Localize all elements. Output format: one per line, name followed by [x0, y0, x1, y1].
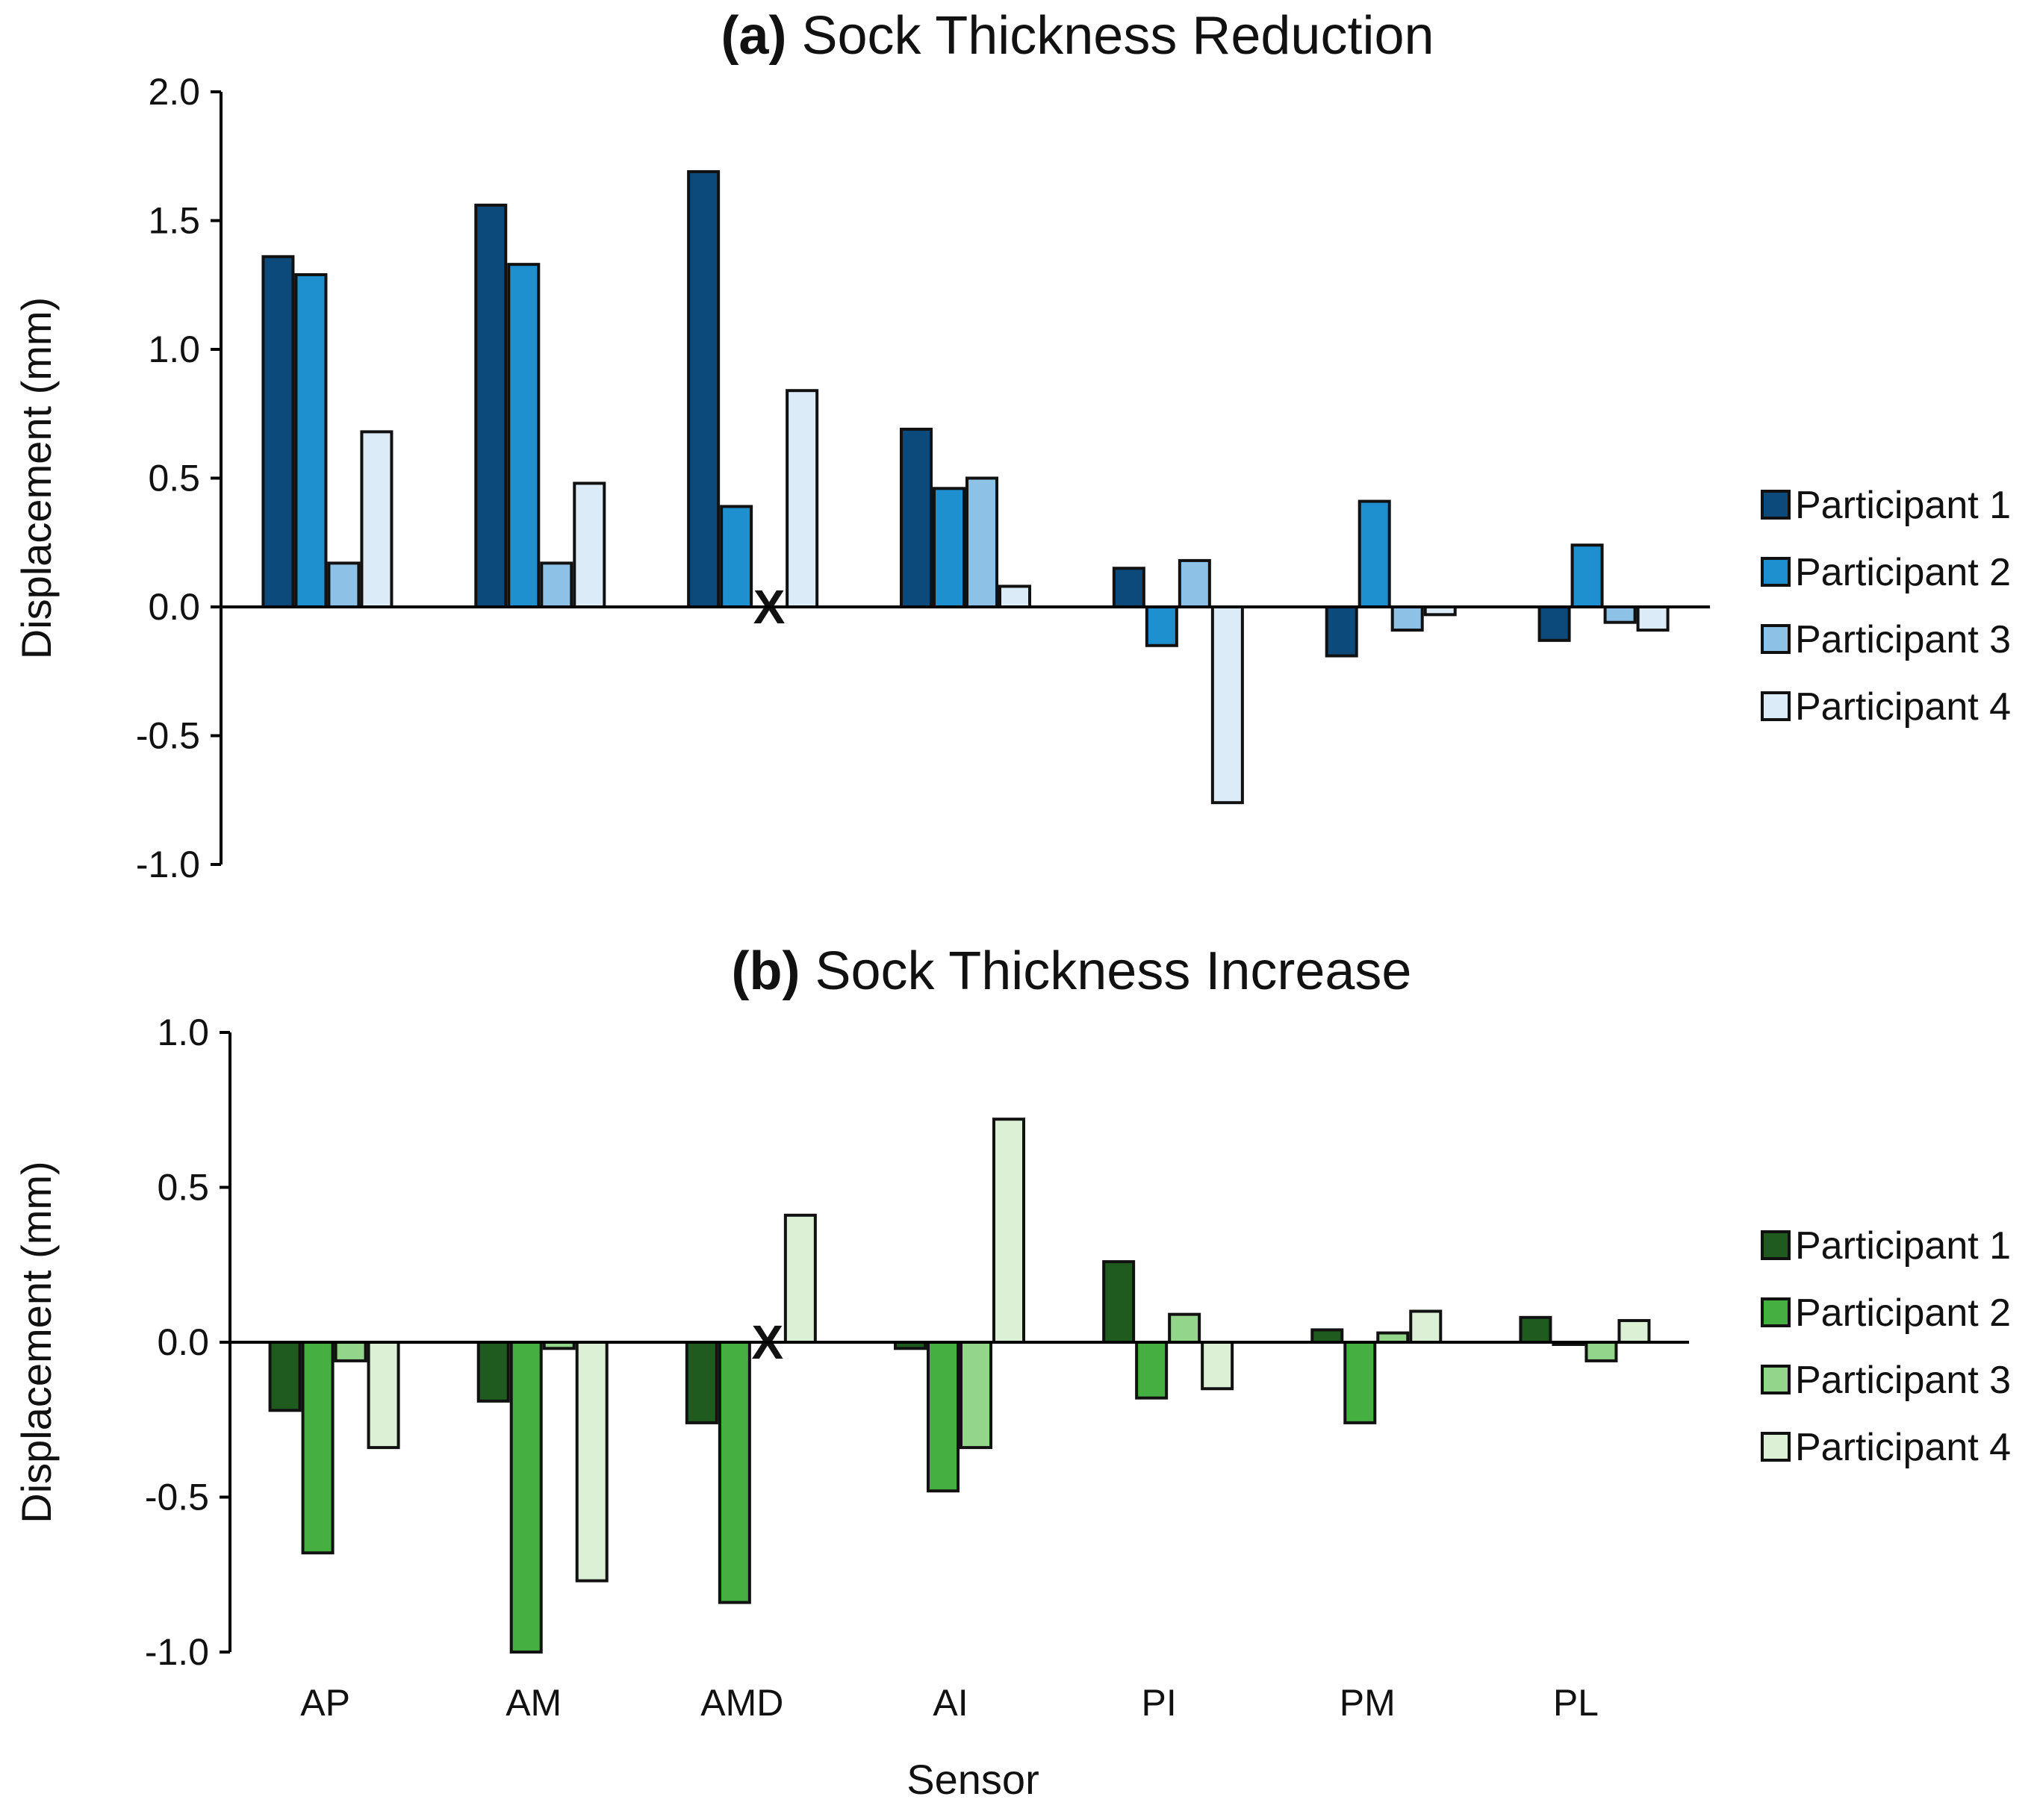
bar-pi-p4	[1201, 1341, 1234, 1391]
x-axis-label: Sensor	[906, 1756, 1039, 1803]
bar-pm-p3	[1390, 605, 1424, 632]
legend-label: Participant 4	[1795, 1426, 2011, 1469]
bar-amd-p1	[685, 1341, 718, 1424]
bar-ai-p1	[900, 427, 933, 609]
x-tick-label: PI	[1142, 1682, 1177, 1724]
bar-ap-p2	[294, 272, 328, 608]
bar-ai-p3	[965, 476, 998, 608]
bar-ap-p4	[367, 1341, 400, 1450]
legend-label: Participant 2	[1795, 551, 2011, 594]
bar-am-p1	[476, 1341, 510, 1403]
y-tick-label: -0.5	[136, 715, 200, 757]
bar-pi-p2	[1145, 605, 1178, 647]
y-tick-label: 0.5	[157, 1167, 209, 1209]
y-tick-label: -0.5	[145, 1477, 209, 1518]
bar-am-p1	[474, 203, 508, 608]
bar-pi-p3	[1178, 558, 1211, 609]
y-tick-label: -1.0	[145, 1631, 209, 1673]
bar-pl-p2	[1570, 543, 1604, 609]
chart-title: (b) Sock Thickness Increase	[732, 941, 1412, 1001]
bar-pm-p1	[1325, 605, 1358, 658]
y-tick-label: -1.0	[136, 844, 200, 885]
bar-ap-p4	[360, 430, 394, 609]
legend-label: Participant 2	[1795, 1291, 2011, 1335]
bar-am-p2	[509, 1341, 543, 1654]
legend: Participant 1 Participant 2 Participant 3 P…	[1761, 484, 2011, 729]
legend-label: Participant 1	[1795, 484, 2011, 527]
legend-label: Participant 4	[1795, 685, 2011, 729]
y-axis-label: Displacement (mm)	[13, 297, 60, 659]
x-tick-label: PM	[1340, 1682, 1396, 1724]
legend-swatch	[1761, 490, 1791, 520]
chart-panel-a: (a) Sock Thickness Reduction 2.0 1.5 1.0 0.5…	[13, 6, 2011, 885]
bar-am-p4	[573, 482, 606, 609]
bar-ai-p2	[933, 487, 965, 608]
y-tick-label: 0.0	[157, 1321, 209, 1363]
legend-swatch	[1761, 557, 1791, 587]
bar-am-p2	[507, 263, 541, 608]
x-tick-label: AP	[300, 1682, 350, 1724]
x-tick-label: AI	[933, 1682, 968, 1724]
x-tick-label: PL	[1553, 1682, 1599, 1724]
bar-pl-p1	[1537, 605, 1571, 642]
y-tick-label: 2.0	[148, 71, 200, 113]
y-tick-label: 0.0	[148, 586, 200, 628]
legend-swatch	[1761, 624, 1791, 654]
bar-pm-p2	[1358, 499, 1391, 608]
chart-panel-b: (b) Sock Thickness Increase 1.0 0.5 0.0 -0.5…	[13, 941, 2011, 1803]
bar-ap-p2	[301, 1341, 335, 1555]
legend-swatch	[1761, 1365, 1791, 1394]
bar-pl-p3	[1584, 1341, 1618, 1362]
legend: Participant 1 Participant 2 Participant 3 P…	[1761, 1224, 2011, 1469]
y-tick-label: 0.5	[148, 458, 200, 499]
bar-ai-p3	[960, 1341, 992, 1450]
bar-amd-p4	[786, 389, 819, 608]
bar-am-p3	[540, 561, 573, 608]
bar-pi-p1	[1102, 1260, 1136, 1344]
bar-pm-p4	[1409, 1309, 1443, 1344]
bar-pm-p1	[1310, 1328, 1344, 1344]
y-axis-label: Displacement (mm)	[13, 1161, 60, 1523]
legend-swatch	[1761, 1297, 1791, 1327]
bar-ai-p4	[998, 585, 1031, 609]
bar-amd-p2	[718, 1341, 751, 1604]
bar-ap-p3	[334, 1341, 367, 1362]
bar-pm-p2	[1343, 1341, 1377, 1424]
legend-label: Participant 3	[1795, 618, 2011, 661]
legend-swatch	[1761, 1230, 1791, 1260]
bar-pl-p4	[1617, 1318, 1651, 1344]
legend-swatch	[1761, 1432, 1791, 1462]
bar-pl-p3	[1603, 605, 1637, 624]
y-tick-label: 1.0	[148, 328, 200, 370]
bar-pi-p4	[1210, 605, 1244, 805]
chart-title: (a) Sock Thickness Reduction	[721, 6, 1434, 66]
legend-swatch	[1761, 691, 1791, 721]
legend-label: Participant 3	[1795, 1359, 2011, 1402]
bar-pi-p3	[1168, 1312, 1201, 1344]
bar-amd-p1	[687, 169, 721, 608]
bar-ai-p2	[927, 1341, 960, 1493]
bar-pi-p1	[1112, 567, 1145, 608]
x-tick-label: AM	[506, 1682, 562, 1724]
y-tick-label: 1.5	[148, 200, 200, 242]
bar-ai-p4	[992, 1118, 1025, 1344]
bar-pl-p1	[1519, 1315, 1552, 1344]
bar-ap-p1	[261, 255, 295, 608]
bar-am-p4	[575, 1341, 609, 1583]
legend-label: Participant 1	[1795, 1224, 2011, 1268]
x-tick-label: AMD	[700, 1682, 783, 1724]
bar-amd-p2	[720, 505, 753, 609]
bar-ap-p1	[268, 1341, 302, 1412]
bar-amd-p4	[783, 1213, 817, 1344]
bar-ap-p3	[327, 561, 361, 608]
bar-pl-p4	[1636, 605, 1670, 632]
y-tick-label: 1.0	[157, 1012, 209, 1053]
bar-pi-p2	[1135, 1341, 1169, 1400]
